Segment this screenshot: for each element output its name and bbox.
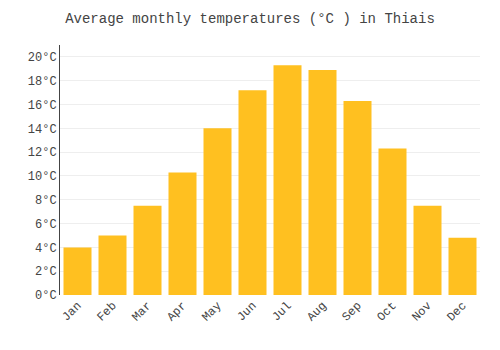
svg-text:Mar: Mar — [129, 299, 154, 324]
svg-text:Oct: Oct — [374, 299, 399, 324]
svg-text:20°C: 20°C — [28, 51, 57, 65]
svg-text:Average monthly temperatures (: Average monthly temperatures (°C ) in Th… — [65, 11, 435, 27]
svg-text:16°C: 16°C — [28, 99, 57, 113]
svg-text:Apr: Apr — [164, 299, 189, 324]
svg-text:10°C: 10°C — [28, 170, 57, 184]
svg-text:14°C: 14°C — [28, 123, 57, 137]
svg-text:0°C: 0°C — [35, 289, 57, 303]
svg-text:18°C: 18°C — [28, 75, 57, 89]
svg-text:2°C: 2°C — [35, 265, 57, 279]
svg-text:Sep: Sep — [339, 299, 364, 324]
svg-text:Jul: Jul — [269, 299, 294, 324]
svg-text:8°C: 8°C — [35, 194, 57, 208]
svg-text:Nov: Nov — [409, 299, 434, 324]
svg-text:May: May — [199, 299, 224, 324]
svg-text:Jun: Jun — [234, 299, 259, 324]
svg-text:Dec: Dec — [444, 299, 469, 324]
svg-text:Aug: Aug — [304, 299, 329, 324]
svg-text:Jan: Jan — [59, 299, 84, 324]
svg-text:6°C: 6°C — [35, 218, 57, 232]
svg-text:12°C: 12°C — [28, 146, 57, 160]
svg-text:4°C: 4°C — [35, 242, 57, 256]
svg-text:Feb: Feb — [94, 299, 119, 324]
